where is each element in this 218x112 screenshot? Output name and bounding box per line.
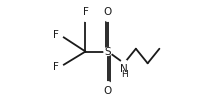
- Text: N: N: [120, 64, 128, 73]
- Text: H: H: [121, 70, 128, 79]
- Circle shape: [56, 64, 63, 71]
- Text: O: O: [104, 86, 112, 96]
- Text: F: F: [83, 8, 89, 17]
- Circle shape: [82, 15, 89, 21]
- Circle shape: [56, 31, 63, 38]
- Circle shape: [104, 82, 111, 88]
- Text: O: O: [104, 8, 112, 17]
- Text: F: F: [53, 30, 59, 40]
- Text: S: S: [105, 46, 111, 57]
- Text: F: F: [53, 62, 59, 72]
- Circle shape: [121, 60, 128, 67]
- Circle shape: [104, 15, 111, 21]
- Circle shape: [104, 48, 112, 55]
